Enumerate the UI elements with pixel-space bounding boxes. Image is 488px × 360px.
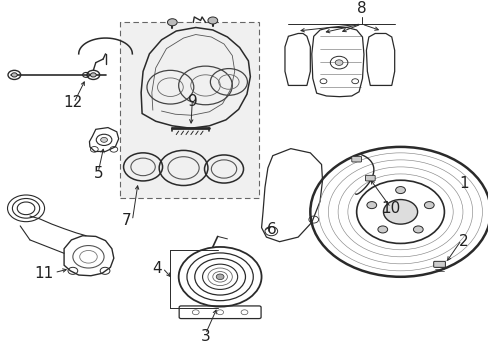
Circle shape <box>383 199 417 224</box>
Text: 8: 8 <box>356 1 366 16</box>
Circle shape <box>424 202 433 209</box>
Circle shape <box>207 17 217 24</box>
Text: 12: 12 <box>63 95 82 111</box>
Circle shape <box>377 226 387 233</box>
Text: 9: 9 <box>188 94 198 109</box>
Text: 3: 3 <box>200 329 210 344</box>
Text: 5: 5 <box>93 166 103 181</box>
Circle shape <box>412 226 422 233</box>
Circle shape <box>11 73 17 77</box>
Text: 4: 4 <box>152 261 161 275</box>
Circle shape <box>101 138 107 142</box>
Text: 10: 10 <box>380 201 400 216</box>
FancyBboxPatch shape <box>433 261 445 267</box>
Circle shape <box>90 73 96 77</box>
Text: 11: 11 <box>34 266 53 281</box>
FancyBboxPatch shape <box>365 175 374 181</box>
Circle shape <box>167 19 177 26</box>
Text: 2: 2 <box>458 234 468 249</box>
Circle shape <box>334 60 342 66</box>
Text: 1: 1 <box>458 176 468 191</box>
Text: 7: 7 <box>122 213 131 228</box>
Circle shape <box>216 274 224 280</box>
Circle shape <box>395 186 405 194</box>
Circle shape <box>366 202 376 209</box>
Text: 6: 6 <box>266 222 276 237</box>
FancyBboxPatch shape <box>351 156 361 162</box>
Bar <box>120 22 259 198</box>
